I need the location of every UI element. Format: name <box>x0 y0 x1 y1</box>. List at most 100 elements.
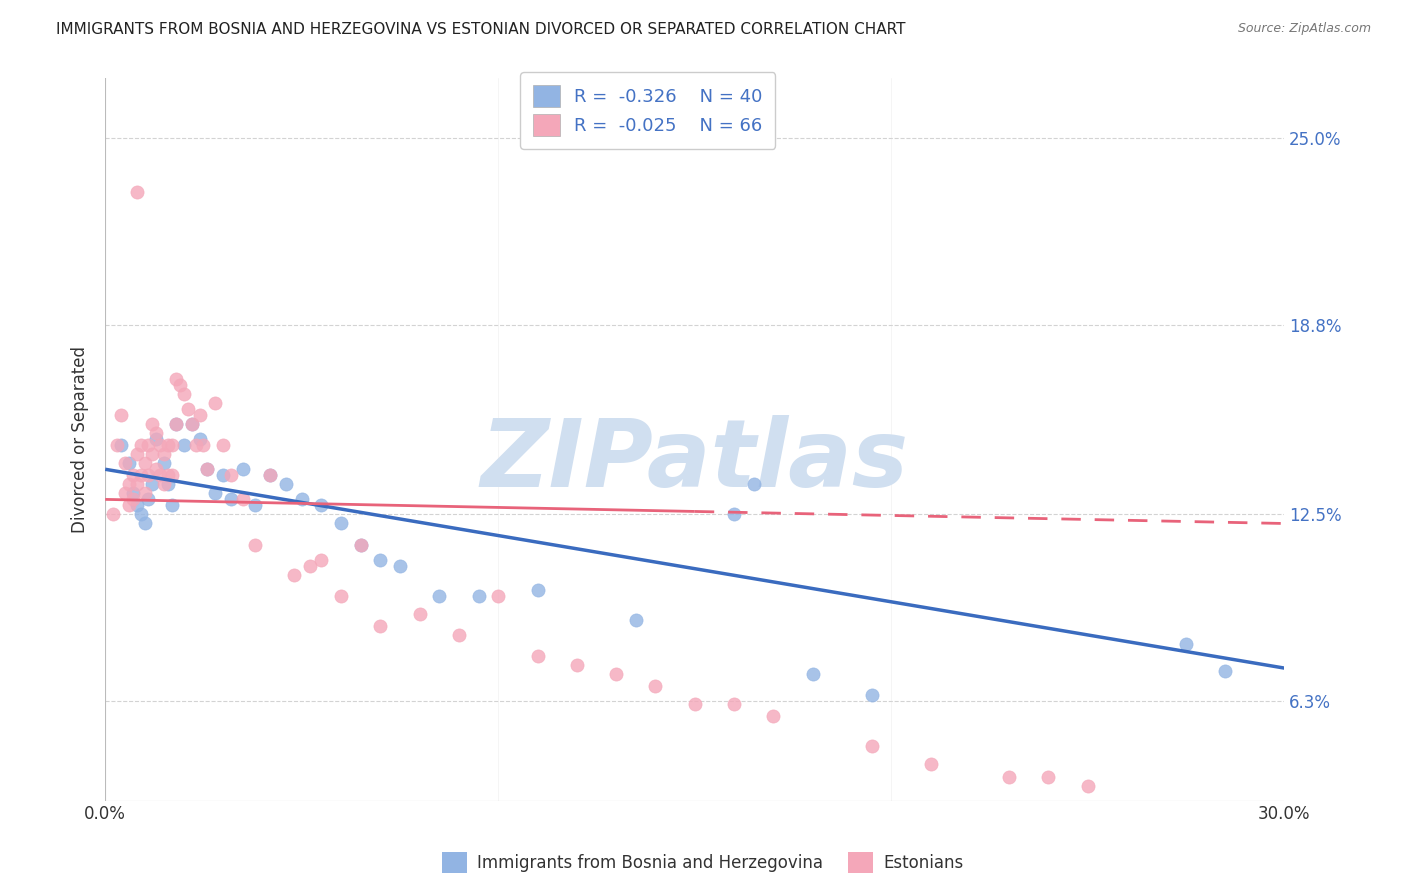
Point <box>129 468 152 483</box>
Point <box>149 438 172 452</box>
Point <box>110 438 132 452</box>
Point <box>219 492 242 507</box>
Point <box>141 447 163 461</box>
Point <box>311 552 333 566</box>
Point <box>920 757 942 772</box>
Y-axis label: Divorced or Separated: Divorced or Separated <box>72 346 89 533</box>
Point <box>291 492 314 507</box>
Point <box>1077 779 1099 793</box>
Legend: R =  -0.326    N = 40, R =  -0.025    N = 66: R = -0.326 N = 40, R = -0.025 N = 66 <box>520 72 775 149</box>
Point <box>274 477 297 491</box>
Point <box>153 447 176 461</box>
Point <box>125 499 148 513</box>
Point <box>141 417 163 431</box>
Point <box>427 589 450 603</box>
Point <box>173 438 195 452</box>
Point <box>160 468 183 483</box>
Point <box>129 508 152 522</box>
Point <box>180 417 202 431</box>
Point <box>683 697 706 711</box>
Point <box>134 456 156 470</box>
Point <box>723 508 745 522</box>
Point <box>259 468 281 483</box>
Text: ZIPatlas: ZIPatlas <box>481 415 908 507</box>
Point <box>283 567 305 582</box>
Point <box>157 468 180 483</box>
Point <box>121 492 143 507</box>
Point <box>180 417 202 431</box>
Point <box>526 648 548 663</box>
Point <box>184 438 207 452</box>
Point <box>232 492 254 507</box>
Point <box>125 185 148 199</box>
Point <box>129 438 152 452</box>
Point <box>243 499 266 513</box>
Point <box>259 468 281 483</box>
Point <box>145 426 167 441</box>
Point <box>114 486 136 500</box>
Point <box>157 477 180 491</box>
Point <box>160 499 183 513</box>
Point <box>212 468 235 483</box>
Point <box>1038 770 1060 784</box>
Point <box>145 432 167 446</box>
Point <box>145 462 167 476</box>
Point <box>114 456 136 470</box>
Point <box>138 492 160 507</box>
Legend: Immigrants from Bosnia and Herzegovina, Estonians: Immigrants from Bosnia and Herzegovina, … <box>436 846 970 880</box>
Point <box>134 486 156 500</box>
Point <box>486 589 509 603</box>
Point <box>219 468 242 483</box>
Point <box>121 486 143 500</box>
Point <box>153 477 176 491</box>
Point <box>350 538 373 552</box>
Point <box>125 447 148 461</box>
Point <box>370 552 392 566</box>
Point <box>125 477 148 491</box>
Point <box>165 417 187 431</box>
Point <box>157 438 180 452</box>
Point <box>526 582 548 597</box>
Point <box>1175 637 1198 651</box>
Point <box>134 516 156 531</box>
Point <box>101 508 124 522</box>
Point <box>165 372 187 386</box>
Point <box>350 538 373 552</box>
Point <box>118 499 141 513</box>
Point <box>165 417 187 431</box>
Point <box>197 462 219 476</box>
Point <box>149 468 172 483</box>
Point <box>311 499 333 513</box>
Point <box>408 607 430 621</box>
Point <box>105 438 128 452</box>
Point <box>742 477 765 491</box>
Point <box>197 462 219 476</box>
Point <box>138 438 160 452</box>
Point <box>860 739 883 754</box>
Point <box>204 486 226 500</box>
Point <box>298 558 321 573</box>
Point <box>188 408 211 422</box>
Point <box>801 667 824 681</box>
Point <box>330 589 353 603</box>
Point <box>1215 664 1237 678</box>
Point <box>860 688 883 702</box>
Point <box>243 538 266 552</box>
Point <box>138 468 160 483</box>
Text: IMMIGRANTS FROM BOSNIA AND HERZEGOVINA VS ESTONIAN DIVORCED OR SEPARATED CORRELA: IMMIGRANTS FROM BOSNIA AND HERZEGOVINA V… <box>56 22 905 37</box>
Point <box>232 462 254 476</box>
Point <box>204 396 226 410</box>
Point <box>118 477 141 491</box>
Point <box>447 628 470 642</box>
Point <box>998 770 1021 784</box>
Point <box>388 558 411 573</box>
Point <box>193 438 215 452</box>
Point <box>188 432 211 446</box>
Point <box>330 516 353 531</box>
Point <box>110 408 132 422</box>
Point <box>169 378 191 392</box>
Point <box>212 438 235 452</box>
Point <box>467 589 489 603</box>
Point <box>644 679 666 693</box>
Point <box>141 477 163 491</box>
